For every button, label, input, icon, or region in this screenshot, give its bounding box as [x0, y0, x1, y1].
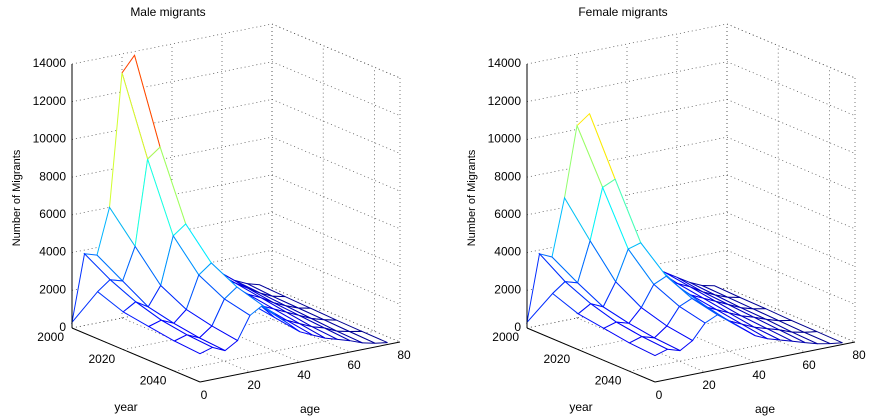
- z-tick-label: 8000: [494, 169, 521, 183]
- z-tick-label: 0: [514, 320, 521, 334]
- z-tick-label: 14000: [488, 56, 522, 70]
- z-tick-label: 10000: [33, 132, 67, 146]
- x-tick-label: 2000: [37, 330, 64, 344]
- z-tick-label: 2000: [494, 282, 521, 296]
- z-tick-label: 8000: [39, 169, 66, 183]
- x-tick-label: 2000: [492, 330, 519, 344]
- z-tick-label: 2000: [39, 282, 66, 296]
- x-axis: [526, 327, 656, 383]
- y-tick-label: 60: [347, 358, 361, 372]
- chart-title: Male migrants: [130, 5, 205, 19]
- z-tick-label: 10000: [488, 132, 522, 146]
- x-tick-label: 2020: [543, 352, 570, 366]
- x-axis-label: year: [569, 400, 592, 414]
- y-axis-label: age: [755, 402, 775, 416]
- y-tick-label: 20: [247, 378, 261, 392]
- y-tick-label: 20: [702, 378, 716, 392]
- y-tick-label: 80: [852, 348, 866, 362]
- y-axis: [199, 341, 401, 383]
- z-tick-label: 4000: [39, 245, 66, 259]
- z-tick-label: 14000: [33, 56, 67, 70]
- x-tick-label: 2040: [140, 373, 167, 387]
- z-tick-label: 4000: [494, 245, 521, 259]
- x-axis-label: year: [114, 400, 137, 414]
- z-axis-label: Number of Migrants: [11, 149, 23, 246]
- y-tick-label: 40: [297, 368, 311, 382]
- z-tick-label: 12000: [33, 94, 67, 108]
- y-tick-label: 60: [802, 358, 816, 372]
- grid-line: [526, 23, 728, 65]
- y-tick-label: 80: [397, 348, 411, 362]
- x-tick-label: 2040: [595, 373, 622, 387]
- grid-line: [71, 23, 273, 65]
- z-tick-label: 12000: [488, 94, 522, 108]
- y-tick-label: 40: [752, 368, 766, 382]
- z-tick-label: 6000: [39, 207, 66, 221]
- chart-title: Female migrants: [578, 5, 667, 19]
- y-axis-label: age: [300, 402, 320, 416]
- mesh-cell: [628, 336, 669, 357]
- z-axis-label: Number of Migrants: [466, 149, 478, 246]
- z-tick-label: 0: [59, 320, 66, 334]
- y-axis: [654, 341, 856, 383]
- z-tick-label: 6000: [494, 207, 521, 221]
- x-axis: [71, 327, 201, 383]
- mesh-cell: [173, 334, 214, 355]
- y-tick-label: 0: [201, 388, 208, 402]
- x-tick-label: 2020: [88, 352, 115, 366]
- y-tick-label: 0: [656, 388, 663, 402]
